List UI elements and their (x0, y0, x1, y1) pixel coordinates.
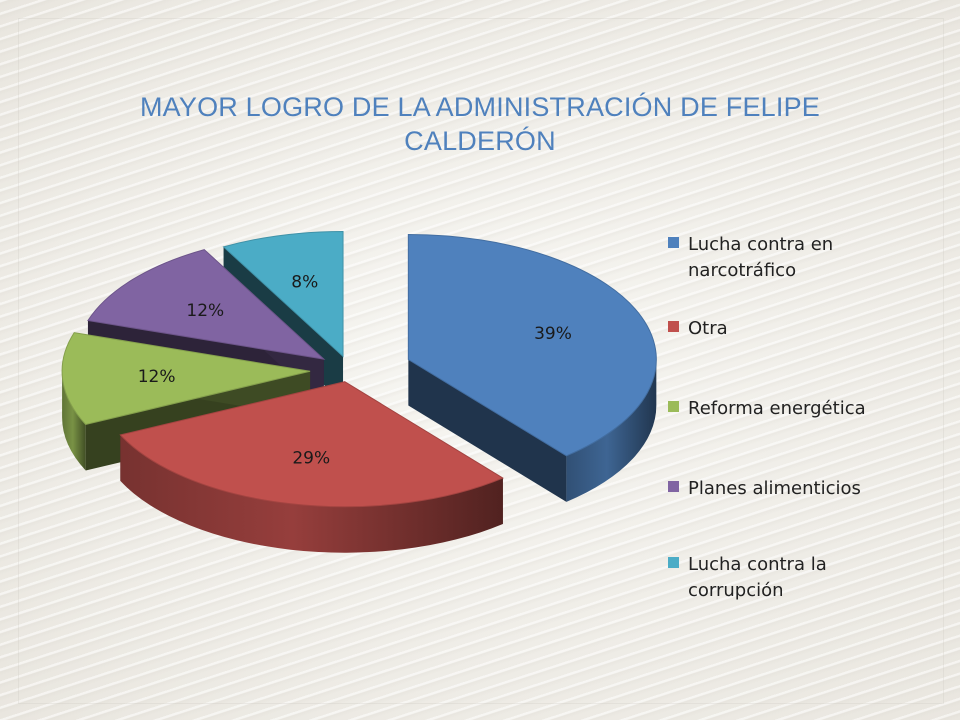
legend-label-line: corrupción (688, 580, 784, 601)
legend-label-line: Lucha contra en (688, 234, 834, 255)
slice-label-2: 12% (138, 367, 176, 387)
legend-label: Reforma energética (688, 396, 898, 422)
legend-label-line: Otra (688, 318, 728, 339)
pie-slice-side (62, 371, 86, 471)
legend-label: Otra (688, 316, 898, 342)
legend-label-line: Lucha contra la (688, 554, 827, 575)
pie-slice-top (61, 332, 311, 426)
pie-slice-0 (407, 233, 657, 502)
pie-slice-top (87, 249, 326, 360)
legend-label-line: Planes alimenticios (688, 478, 861, 499)
pie-slice-top (407, 233, 657, 457)
pie-slice-side (120, 434, 503, 553)
slice-label-1: 29% (292, 448, 330, 468)
chart-title: MAYOR LOGRO DE LA ADMINISTRACIÓN DE FELI… (130, 90, 830, 158)
legend-swatch (668, 237, 679, 248)
pie-slice-top (119, 381, 504, 508)
legend-swatch (668, 321, 679, 332)
pie-slice-side (566, 359, 657, 502)
legend-label: Planes alimenticios (688, 476, 898, 502)
pie-slice-top (222, 230, 344, 358)
slide-frame (18, 18, 944, 704)
slice-label-3: 12% (186, 301, 224, 321)
legend-swatch (668, 401, 679, 412)
slice-label-0: 39% (534, 324, 572, 344)
legend-swatch (668, 481, 679, 492)
legend-label: Lucha contra en narcotráfico (688, 232, 898, 284)
legend-label: Lucha contra la corrupción (688, 552, 898, 604)
pie-slice-wall (408, 359, 567, 502)
legend-label-line: Reforma energética (688, 398, 866, 419)
chart-title-line-1: MAYOR LOGRO DE LA ADMINISTRACIÓN DE FELI… (139, 92, 821, 122)
chart-title-line-2: CALDERÓN (404, 126, 556, 156)
legend-label-line: narcotráfico (688, 260, 797, 281)
legend-swatch (668, 557, 679, 568)
slice-label-4: 8% (291, 272, 318, 292)
pie-slice-1 (119, 381, 504, 553)
